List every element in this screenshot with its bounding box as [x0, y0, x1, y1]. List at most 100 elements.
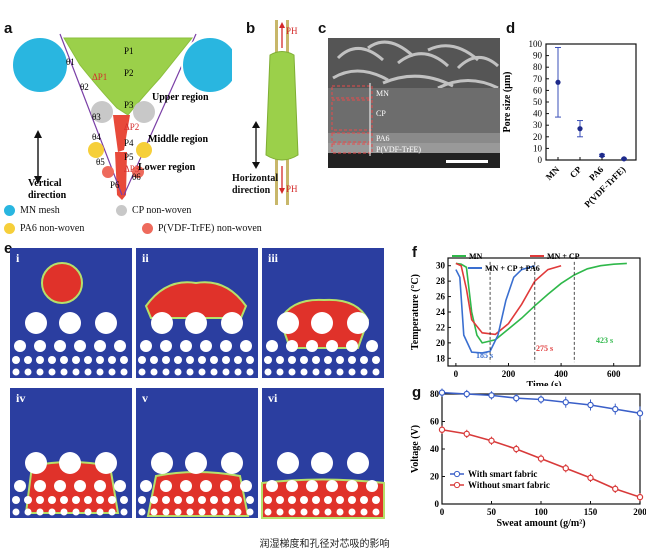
large-fiber: [185, 452, 207, 474]
large-fiber: [151, 452, 173, 474]
small-fiber: [234, 368, 242, 376]
small-fiber: [360, 496, 368, 504]
panel-label-a: a: [4, 20, 13, 37]
small-fiber: [222, 368, 230, 376]
small-fiber: [72, 508, 80, 516]
small-fiber: [186, 508, 194, 516]
medium-fiber: [286, 480, 298, 492]
small-fiber: [36, 496, 44, 504]
legend-pvdf: P(VDF-TrFE) non-woven: [158, 223, 262, 234]
small-fiber: [300, 356, 308, 364]
x-tick-label: 200: [502, 369, 516, 379]
y-tick-label: 60: [533, 85, 543, 95]
large-fiber: [151, 312, 173, 334]
small-fiber: [120, 356, 128, 364]
y-tick-label: 60: [430, 417, 440, 427]
medium-fiber: [220, 340, 232, 352]
small-fiber: [12, 496, 20, 504]
layer-cp: CP: [376, 109, 386, 118]
region-middle: Middle region: [148, 134, 209, 145]
small-fiber: [36, 508, 44, 516]
y-tick-label: 50: [533, 97, 543, 107]
small-fiber: [72, 496, 80, 504]
y-tick-label: 20: [430, 472, 440, 482]
small-fiber: [60, 356, 68, 364]
sim-frame-ii: ii: [136, 248, 258, 378]
x-axis-label: Time (s): [526, 380, 561, 386]
small-fiber: [276, 368, 284, 376]
small-fiber: [276, 508, 284, 516]
medium-fiber: [54, 480, 66, 492]
legend-label: MN + CP: [547, 252, 580, 261]
medium-fiber: [180, 340, 192, 352]
layer-mn: MN: [376, 89, 389, 98]
small-fiber: [84, 508, 92, 516]
small-fiber: [120, 368, 128, 376]
medium-fiber: [266, 480, 278, 492]
medium-fiber: [326, 340, 338, 352]
small-fiber: [138, 496, 146, 504]
legend-marker: [453, 481, 461, 489]
y-axis-label: Voltage (V): [410, 425, 421, 473]
medium-fiber: [366, 480, 378, 492]
small-fiber: [264, 496, 272, 504]
y-tick-label: 70: [533, 74, 543, 84]
legend-label: Without smart fabric: [468, 480, 550, 490]
label-theta5: θ5: [96, 157, 105, 167]
sim-frame-v: v: [136, 388, 258, 518]
small-fiber: [372, 368, 380, 376]
data-point: [587, 474, 594, 482]
small-fiber: [36, 368, 44, 376]
data-point: [488, 392, 495, 399]
small-fiber: [312, 496, 320, 504]
small-fiber: [24, 496, 32, 504]
panel-label-f: f: [412, 244, 417, 261]
mn-fiber-left: [11, 36, 69, 94]
medium-fiber: [326, 480, 338, 492]
x-tick-label: MN: [544, 164, 562, 182]
small-fiber: [336, 368, 344, 376]
large-fiber: [59, 452, 81, 474]
small-fiber: [96, 368, 104, 376]
legend-pa6: PA6 non-woven: [20, 223, 85, 234]
large-fiber: [25, 312, 47, 334]
label-p4: P4: [124, 138, 134, 148]
small-fiber: [108, 368, 116, 376]
y-tick-label: 30: [533, 120, 543, 130]
small-fiber: [312, 368, 320, 376]
data-point: [577, 126, 583, 132]
medium-fiber: [200, 340, 212, 352]
large-fiber: [347, 452, 369, 474]
small-fiber: [150, 368, 158, 376]
small-fiber: [24, 368, 32, 376]
medium-fiber: [346, 480, 358, 492]
y-tick-label: 20: [436, 338, 446, 348]
layer-pvdf: P(VDF-TrFE): [376, 145, 421, 154]
small-fiber: [276, 356, 284, 364]
frame-label: i: [16, 251, 20, 265]
small-fiber: [84, 496, 92, 504]
legend-swatch-cp: [116, 205, 127, 216]
legend-marker: [453, 470, 461, 478]
large-fiber: [25, 452, 47, 474]
large-fiber: [185, 312, 207, 334]
small-fiber: [174, 508, 182, 516]
panel-label-d: d: [506, 20, 516, 37]
label-p6: P6: [110, 180, 120, 190]
region-lower: Lower region: [138, 162, 196, 173]
sim-frame-iv: iv: [10, 388, 132, 518]
label-theta6: θ6: [132, 172, 141, 182]
medium-fiber: [160, 340, 172, 352]
small-fiber: [162, 508, 170, 516]
series-line-2: [455, 264, 536, 354]
large-fiber: [311, 452, 333, 474]
y-tick-label: 40: [430, 444, 440, 454]
data-point: [513, 445, 520, 453]
small-fiber: [264, 368, 272, 376]
data-point: [463, 390, 470, 398]
y-tick-label: 40: [533, 109, 543, 119]
panel-label-b: b: [246, 20, 256, 37]
frame-label: vi: [268, 391, 278, 405]
mn-fiber-right: [181, 36, 232, 94]
x-tick-label: 100: [534, 507, 548, 517]
